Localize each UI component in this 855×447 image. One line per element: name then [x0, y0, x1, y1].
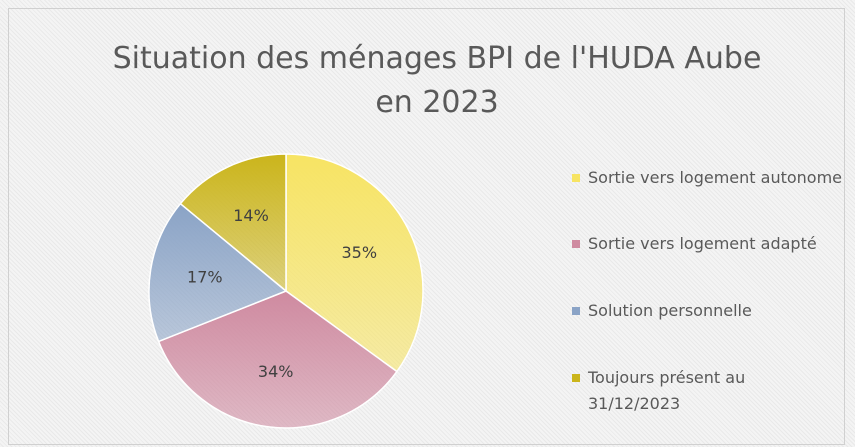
- legend-label: Solution personnelle: [588, 301, 752, 320]
- legend-swatch: [572, 240, 580, 248]
- legend-swatch: [572, 307, 580, 315]
- legend-label: Sortie vers logement autonome: [588, 168, 843, 187]
- legend-item: Toujours présent au 31/12/2023: [572, 365, 842, 417]
- data-label: 34%: [258, 362, 294, 381]
- legend-swatch: [572, 174, 580, 182]
- pie-slice: [179, 153, 287, 293]
- data-label: 14%: [233, 206, 269, 225]
- pie-slice: [157, 290, 398, 429]
- pie-slice: [285, 153, 424, 373]
- legend-item: Sortie vers logement adapté: [572, 231, 817, 257]
- legend-label: Sortie vers logement adapté: [588, 234, 817, 253]
- legend-item: Solution personnelle: [572, 298, 752, 324]
- data-label: 35%: [341, 243, 377, 262]
- chart-border: [8, 8, 845, 445]
- chart-title: Situation des ménages BPI de l'HUDA Aube…: [113, 41, 762, 120]
- legend-label: Toujours présent au 31/12/2023: [588, 368, 746, 413]
- legend-item: Sortie vers logement autonome: [572, 165, 842, 191]
- data-label: 17%: [187, 268, 223, 287]
- pie-slice: [148, 202, 288, 343]
- legend-swatch: [572, 374, 580, 382]
